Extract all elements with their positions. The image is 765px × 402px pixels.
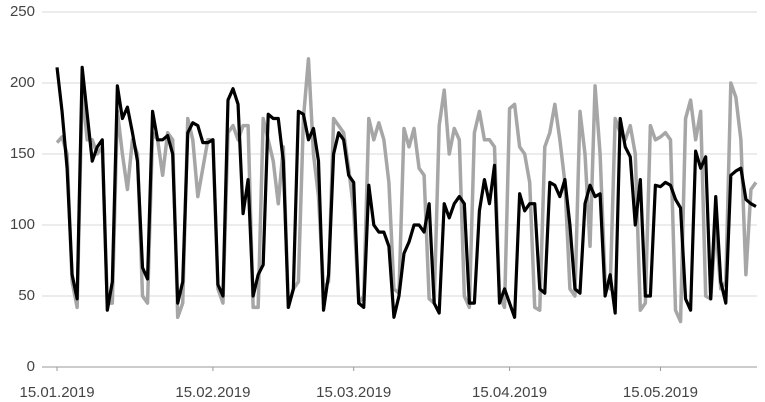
y-tick-label: 50 [18,287,35,304]
y-tick-label: 200 [10,74,35,91]
y-tick-label: 150 [10,145,35,162]
data-line [55,65,757,319]
y-tick-label: 250 [10,3,35,20]
x-tick-label: 15.02.2019 [175,384,250,401]
x-tick-label: 15.05.2019 [623,384,698,401]
y-tick-label: 100 [10,216,35,233]
x-tick-label: 15.01.2019 [19,384,94,401]
x-tick-label: 15.03.2019 [316,384,391,401]
y-tick-label: 0 [27,358,35,375]
x-tick-label: 15.04.2019 [472,384,547,401]
